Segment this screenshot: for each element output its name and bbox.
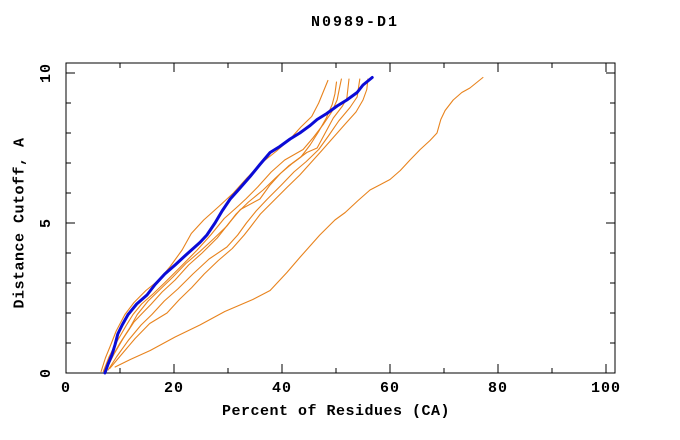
x-axis-title: Percent of Residues (CA) (221, 403, 451, 420)
series-model-6 (105, 78, 350, 371)
x-tick-label: 0 (61, 380, 71, 397)
y-tick-label: 5 (38, 218, 55, 228)
x-tick-label: 80 (488, 380, 508, 397)
y-tick-label: 0 (38, 368, 55, 378)
x-tick-label: 100 (591, 380, 621, 397)
y-axis-title: Distance Cutoff, A (11, 137, 29, 309)
series-model-8 (109, 78, 369, 370)
x-tick-label: 20 (164, 380, 184, 397)
chart-title: N0989-D1 (310, 14, 399, 31)
series-highlighted-model (103, 76, 374, 375)
x-tick-label: 60 (380, 380, 400, 397)
x-tick-label: 40 (272, 380, 292, 397)
series-model-2 (114, 76, 484, 368)
series-model-7 (107, 78, 361, 371)
y-tick-label: 10 (38, 63, 55, 83)
series-model-3 (100, 79, 329, 373)
series-model-4 (102, 78, 342, 373)
plot-frame (65, 62, 616, 374)
